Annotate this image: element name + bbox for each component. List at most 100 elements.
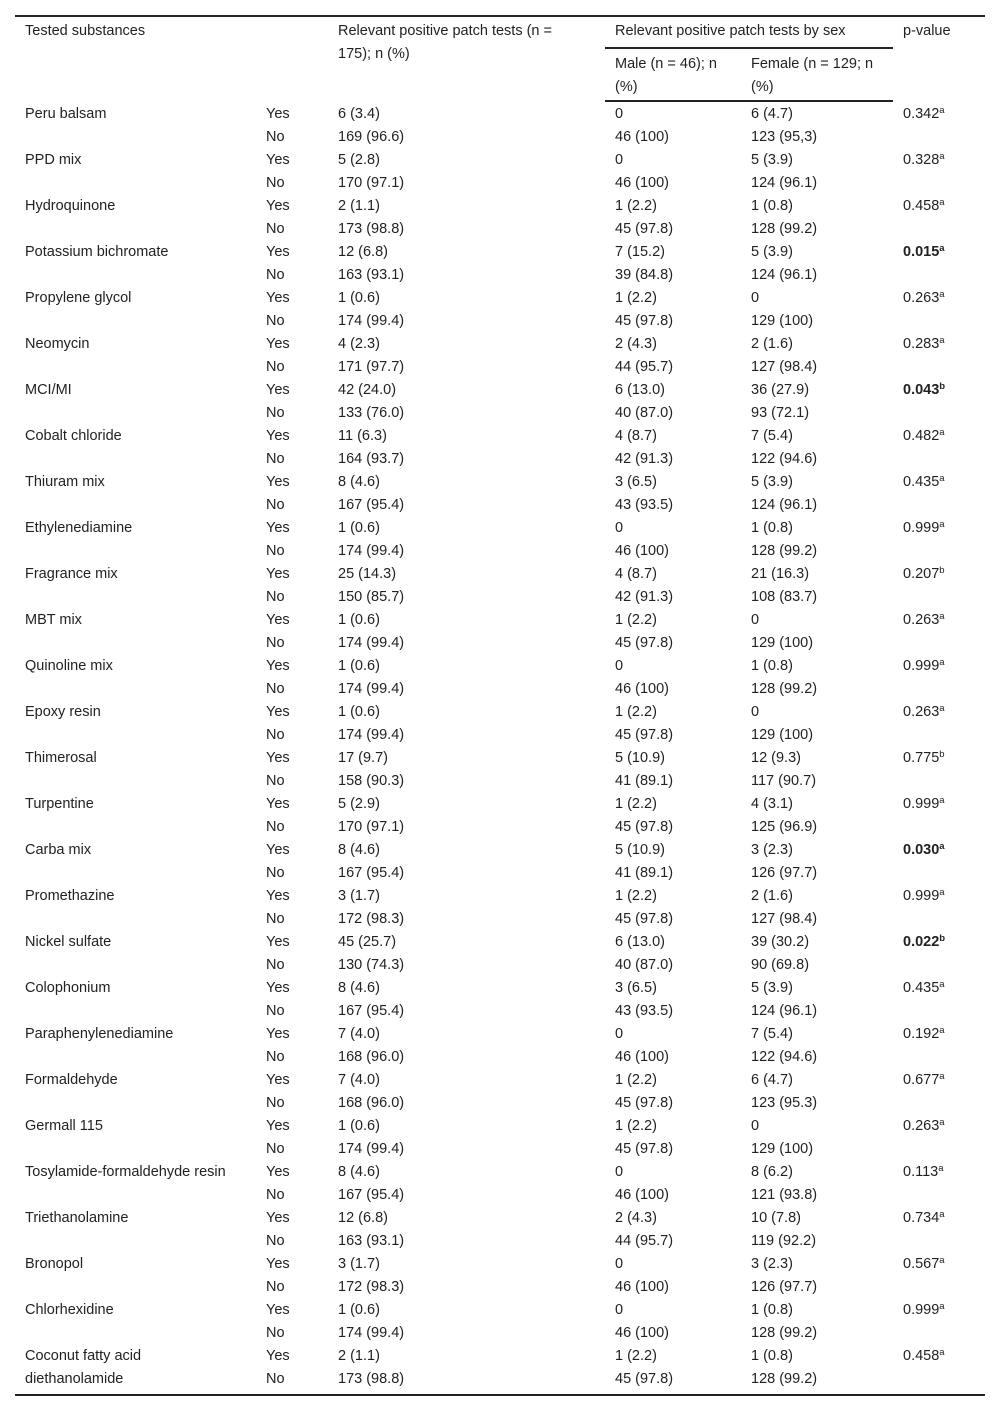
p-value-number: 0.263: [903, 612, 940, 628]
p-value-number: 0.113: [903, 1164, 939, 1180]
substance-name: Colophonium: [25, 980, 111, 996]
header-bottom-rule: [605, 100, 893, 102]
p-value-footnote: a: [939, 1117, 945, 1128]
total-no: 172 (98.3): [338, 911, 405, 927]
substance-name: Promethazine: [25, 888, 115, 904]
male-no: 45 (97.8): [615, 1371, 674, 1387]
p-value-footnote: a: [939, 1071, 945, 1082]
substance-name: Coconut fatty acid diethanolamide: [25, 1348, 142, 1387]
female-yes: 3 (2.3): [751, 842, 793, 858]
p-value-number: 0.043: [903, 382, 940, 398]
p-value-footnote: a: [939, 427, 945, 438]
p-value-number: 0.192: [903, 1026, 940, 1042]
total-yes: 6 (3.4): [338, 106, 380, 122]
male-yes: 4 (8.7): [615, 428, 657, 444]
p-value: 0.043b: [903, 379, 945, 402]
male-no: 44 (95.7): [615, 359, 674, 375]
male-no: 39 (84.8): [615, 267, 674, 283]
p-value: 0.263a: [903, 287, 945, 310]
male-no: 45 (97.8): [615, 1141, 674, 1157]
p-value-footnote: a: [939, 289, 945, 300]
total-yes: 5 (2.8): [338, 152, 380, 168]
total-yes: 12 (6.8): [338, 244, 388, 260]
female-no: 129 (100): [751, 727, 814, 743]
female-yes: 0: [751, 290, 760, 306]
substance-name: Fragrance mix: [25, 566, 118, 582]
total-yes: 3 (1.7): [338, 888, 380, 904]
male-yes: 5 (10.9): [615, 842, 665, 858]
p-value-number: 0.435: [903, 474, 940, 490]
male-yes: 2 (4.3): [615, 1210, 657, 1226]
female-no: 122 (94.6): [751, 451, 818, 467]
p-value: 0.342a: [903, 103, 945, 126]
male-no: 41 (89.1): [615, 773, 674, 789]
female-yes: 0: [751, 1118, 760, 1134]
p-value: 0.999a: [903, 885, 945, 908]
p-value-footnote: b: [939, 381, 946, 392]
p-value-footnote: a: [939, 335, 945, 346]
total-yes: 4 (2.3): [338, 336, 380, 352]
p-value-number: 0.263: [903, 290, 940, 306]
female-yes: 7 (5.4): [751, 428, 793, 444]
total-yes: 42 (24.0): [338, 382, 397, 398]
yes-label: Yes: [266, 1164, 290, 1180]
p-value: 0.113a: [903, 1161, 944, 1184]
female-yes: 5 (3.9): [751, 244, 793, 260]
p-value: 0.567a: [903, 1253, 945, 1276]
total-no: 167 (95.4): [338, 1003, 405, 1019]
p-value-footnote: a: [939, 795, 945, 806]
female-yes: 5 (3.9): [751, 474, 793, 490]
yes-label: Yes: [266, 1118, 290, 1134]
male-no: 41 (89.1): [615, 865, 674, 881]
p-value-number: 0.022: [903, 934, 940, 950]
male-no: 46 (100): [615, 1325, 670, 1341]
male-yes: 1 (2.2): [615, 290, 657, 306]
no-label: No: [266, 1371, 285, 1387]
no-label: No: [266, 129, 285, 145]
female-yes: 36 (27.9): [751, 382, 810, 398]
total-no: 158 (90.3): [338, 773, 405, 789]
no-label: No: [266, 1095, 285, 1111]
no-label: No: [266, 589, 285, 605]
male-yes: 1 (2.2): [615, 1348, 657, 1364]
substance-name: Tosylamide-formaldehyde resin: [25, 1164, 226, 1180]
total-yes: 1 (0.6): [338, 612, 380, 628]
substance-name: Triethanolamine: [25, 1210, 129, 1226]
yes-label: Yes: [266, 1348, 290, 1364]
female-no: 128 (99.2): [751, 1371, 818, 1387]
total-no: 170 (97.1): [338, 819, 405, 835]
no-label: No: [266, 221, 285, 237]
female-yes: 2 (1.6): [751, 888, 793, 904]
total-no: 173 (98.8): [338, 221, 405, 237]
yes-label: Yes: [266, 244, 290, 260]
male-yes: 6 (13.0): [615, 934, 665, 950]
no-label: No: [266, 313, 285, 329]
female-yes: 1 (0.8): [751, 198, 793, 214]
substance-name: Nickel sulfate: [25, 934, 112, 950]
p-value-footnote: a: [939, 1025, 945, 1036]
substance-name: Quinoline mix: [25, 658, 113, 674]
yes-label: Yes: [266, 658, 290, 674]
yes-label: Yes: [266, 934, 290, 950]
table-top-rule: [15, 15, 985, 17]
total-no: 172 (98.3): [338, 1279, 405, 1295]
substance-name: Thimerosal: [25, 750, 97, 766]
substance-name: MCI/MI: [25, 382, 72, 398]
p-value: 0.283a: [903, 333, 945, 356]
total-no: 168 (96.0): [338, 1095, 405, 1111]
total-no: 173 (98.8): [338, 1371, 405, 1387]
male-yes: 1 (2.2): [615, 796, 657, 812]
no-label: No: [266, 1233, 285, 1249]
p-value-number: 0.458: [903, 1348, 940, 1364]
female-no: 121 (93.8): [751, 1187, 818, 1203]
p-value-number: 0.030: [903, 842, 940, 858]
p-value-number: 0.999: [903, 520, 940, 536]
p-value-number: 0.999: [903, 1302, 940, 1318]
male-no: 46 (100): [615, 681, 670, 697]
female-yes: 3 (2.3): [751, 1256, 793, 1272]
p-value: 0.263a: [903, 609, 945, 632]
no-label: No: [266, 267, 285, 283]
header-sex-rule: [605, 47, 893, 49]
female-yes: 2 (1.6): [751, 336, 793, 352]
p-value-footnote: a: [939, 611, 945, 622]
